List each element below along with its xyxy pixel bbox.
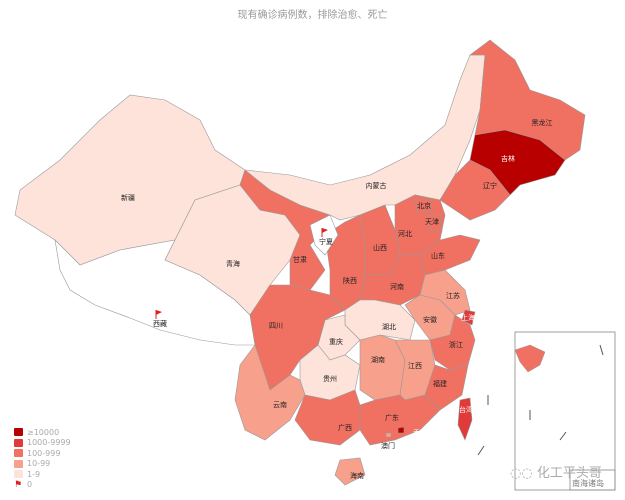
zero-case-flag-icon — [321, 228, 328, 237]
province-label: 云南 — [273, 400, 287, 409]
province-region[interactable] — [414, 197, 433, 214]
province-label: 新疆 — [121, 193, 135, 202]
legend-swatch — [14, 449, 23, 458]
province-region[interactable] — [244, 54, 486, 221]
province-label: 四川 — [269, 322, 283, 330]
province-label: 湖北 — [382, 322, 396, 331]
province-region[interactable] — [439, 159, 511, 221]
province-region[interactable] — [234, 344, 306, 441]
legend-item[interactable]: ≥10000 — [14, 427, 71, 438]
legend-item[interactable]: 1-9 — [14, 469, 71, 480]
province-label: 山西 — [373, 243, 387, 252]
legend-item[interactable]: 1000-9999 — [14, 438, 71, 449]
province-label: 贵州 — [323, 374, 337, 383]
province-region[interactable] — [397, 426, 405, 434]
province-region[interactable] — [334, 457, 366, 486]
legend-swatch — [14, 428, 23, 437]
province-label: 福建 — [433, 379, 447, 388]
province-region[interactable] — [469, 39, 586, 161]
province-label: 香港 — [413, 428, 427, 437]
province-region[interactable] — [457, 397, 473, 441]
legend: ≥10000 1000-9999 100-999 10-99 1-9 ⚑ 0 — [14, 427, 71, 490]
legend-swatch — [14, 438, 23, 447]
province-label: 浙江 — [449, 340, 463, 349]
province-label: 陕西 — [343, 276, 357, 285]
map-title: 现有确诊病例数，排除治愈、死亡 — [237, 10, 388, 21]
legend-swatch — [14, 470, 23, 479]
legend-item[interactable]: 100-999 — [14, 448, 71, 459]
province-label: 甘肃 — [293, 255, 307, 264]
watermark: ◌◌ 化工平头哥 — [510, 462, 602, 481]
wechat-icon: ◌◌ — [510, 466, 537, 481]
province-region[interactable] — [309, 214, 339, 256]
province-label: 河南 — [390, 282, 404, 291]
watermark-text: 化工平头哥 — [536, 466, 602, 481]
province-label: 江苏 — [446, 291, 460, 300]
south-china-sea-label: 南海诸岛 — [572, 479, 604, 488]
legend-label: ≥10000 — [27, 427, 60, 437]
province-region[interactable] — [359, 394, 441, 446]
south-china-sea-inset — [477, 331, 616, 491]
province-label: 天津 — [425, 218, 439, 226]
legend-label: 100-999 — [27, 448, 61, 458]
province-label: 吉林 — [501, 154, 515, 163]
legend-swatch — [14, 459, 23, 468]
province-label: 台湾 — [459, 405, 473, 414]
province-label: 江西 — [408, 362, 422, 370]
legend-label: 10-99 — [27, 459, 51, 469]
province-label: 辽宁 — [483, 181, 497, 190]
province-label: 安徽 — [423, 315, 437, 324]
province-label: 内蒙古 — [366, 181, 387, 190]
legend-item[interactable]: 10-99 — [14, 459, 71, 470]
province-label: 广东 — [385, 413, 399, 422]
province-label: 海南 — [350, 471, 364, 480]
zero-case-flag-icon — [155, 310, 162, 319]
province-label: 青海 — [226, 259, 240, 268]
legend-label: 0 — [27, 480, 33, 490]
province-label: 湖南 — [371, 355, 385, 364]
province-region[interactable] — [344, 299, 416, 341]
province-region[interactable] — [385, 432, 392, 438]
flag-icon: ⚑ — [14, 479, 23, 490]
province-label: 澳门 — [381, 441, 395, 450]
legend-label: 1000-9999 — [27, 438, 71, 448]
province-label: 宁夏 — [319, 237, 333, 246]
legend-label: 1-9 — [27, 469, 41, 479]
province-region[interactable] — [461, 309, 476, 326]
province-label: 上海 — [461, 313, 475, 322]
province-label: 北京 — [417, 201, 431, 210]
province-label: 山东 — [431, 251, 445, 260]
province-label: 河北 — [398, 230, 412, 238]
legend-item[interactable]: ⚑ 0 — [14, 480, 71, 491]
province-region[interactable] — [359, 204, 401, 276]
province-label: 西藏 — [153, 319, 167, 328]
province-label: 重庆 — [329, 337, 343, 346]
province-region[interactable] — [427, 214, 443, 233]
province-label: 黑龙江 — [532, 118, 553, 127]
province-label: 广西 — [338, 423, 352, 432]
